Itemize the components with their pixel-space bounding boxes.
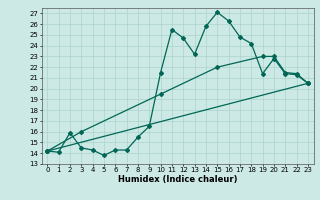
X-axis label: Humidex (Indice chaleur): Humidex (Indice chaleur) (118, 175, 237, 184)
